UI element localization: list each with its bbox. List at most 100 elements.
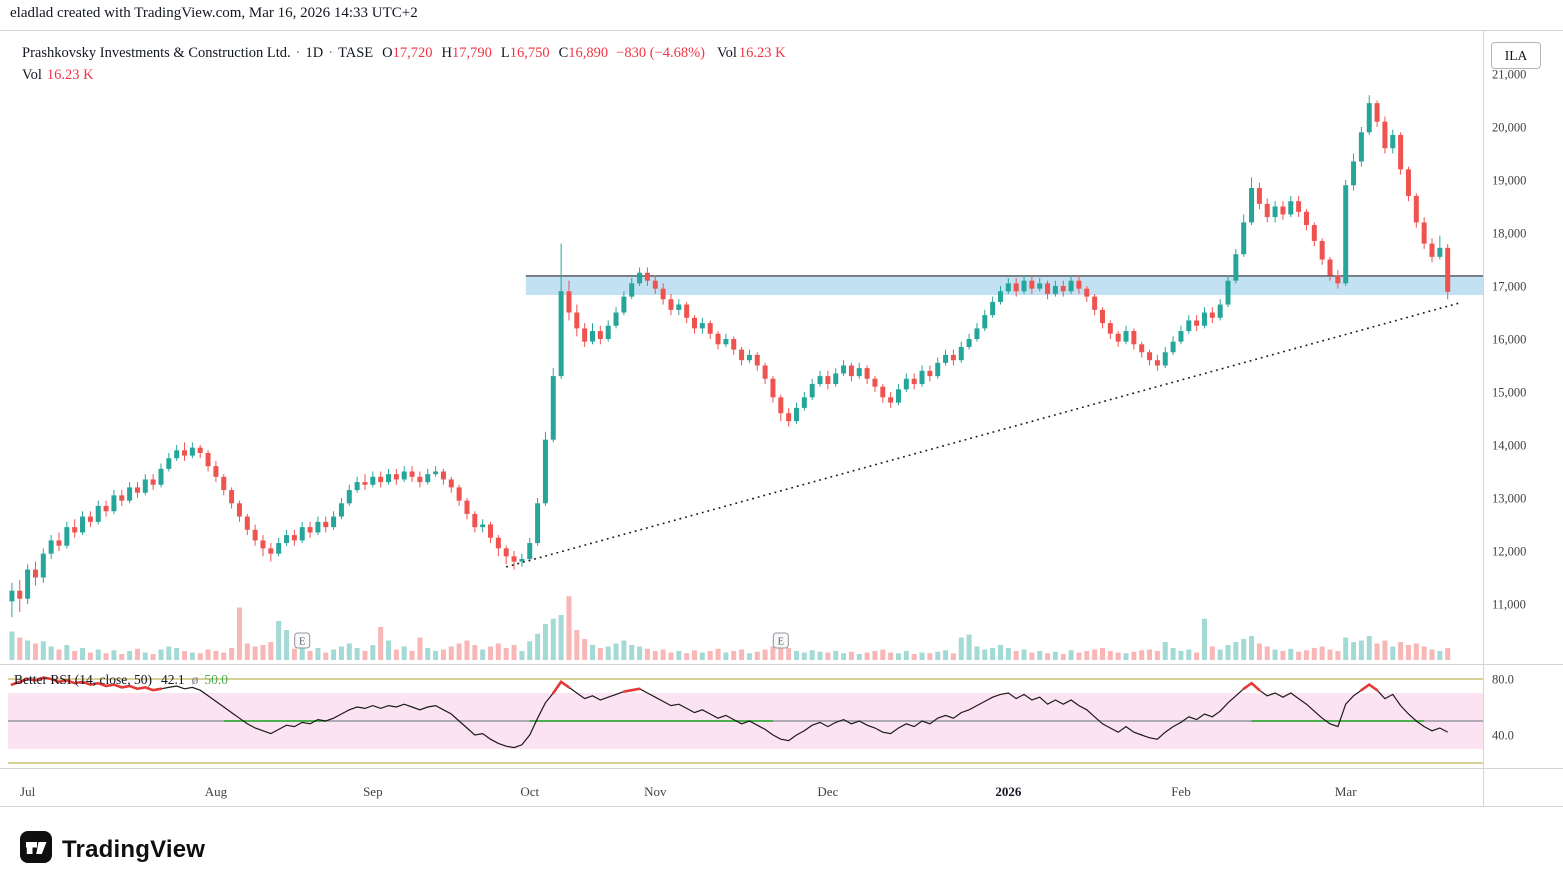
candle-body [864,368,870,379]
candle-body [1445,247,1451,292]
candle-body [935,362,941,377]
interval-label: 1D [305,45,324,61]
volume-bar [856,654,862,660]
volume-bar [550,618,556,660]
volume-bar [833,651,839,660]
volume-bar [1437,651,1443,660]
rsi-line-overbought [1360,683,1379,692]
price-axis-label: 15,000 [1492,386,1526,400]
volume-bar [786,648,792,660]
volume-bar [1398,642,1404,660]
volume-bar [990,648,996,660]
volume-bar [103,653,109,660]
volume-bar [213,651,219,660]
candle-body [990,301,996,316]
candle-body [370,476,376,485]
time-axis-label: 2026 [995,784,1022,799]
volume-bar [174,648,180,660]
candle-body [1021,280,1027,292]
rsi-axis-label: 80.0 [1492,673,1514,687]
tradingview-logo[interactable]: TradingView [20,831,205,868]
volume-bar [95,649,101,660]
candle-body [1201,312,1207,326]
candle-body [590,331,596,342]
volume-bar [307,651,313,660]
volume-bar [1280,651,1286,660]
candle-body [1005,283,1011,292]
volume-bar [723,652,729,660]
close-value: 16,890 [568,45,609,61]
volume-bar [1131,651,1137,660]
candle-body [1319,240,1325,260]
candle-body [252,529,258,541]
volume-bar [1099,648,1105,660]
volume-bar [72,651,78,660]
change-value: −830 (−4.68%) [616,45,705,61]
candle-body [1178,331,1184,342]
candle-body [393,474,399,480]
volume-bar [87,652,93,660]
candle-body [895,389,901,403]
volume-bar [1076,652,1082,660]
exchange-label: TASE [338,45,374,61]
candle-body [848,365,854,377]
price-axis-label: 21,000 [1492,68,1526,82]
candle-body [1194,320,1200,326]
candle-body [613,312,619,326]
volume-bar [393,649,399,660]
volume-bar [1272,649,1278,660]
volume-bar [864,652,870,660]
candle-body [817,376,823,385]
volume-bar [1178,651,1184,660]
volume-bar [1209,646,1215,660]
currency-unit-button[interactable]: ILA [1491,42,1541,69]
symbol-name: Prashkovsky Investments & Construction L… [22,45,291,61]
time-axis-label: Oct [520,784,539,799]
volume-bar [1233,642,1239,660]
volume-bar [456,643,462,660]
volume-bar [236,607,242,660]
volume-bar [472,645,478,660]
volume-bar [433,651,439,660]
volume-bar [464,640,470,660]
separator-dot: · [328,45,334,61]
price-axis-label: 11,000 [1492,598,1526,612]
volume-bar [1225,645,1231,660]
earnings-marker[interactable] [294,632,311,649]
candle-body [354,482,360,491]
time-axis-label: Feb [1171,784,1191,799]
volume-bar [676,651,682,660]
candle-body [1390,134,1396,149]
candle-body [17,590,23,599]
volume-bar [1327,649,1333,660]
volume-bar [440,649,446,660]
candle-body [205,452,211,467]
volume-bar [746,653,752,660]
candle-body [966,339,972,347]
candle-body [982,315,988,329]
open-value: 17,720 [392,45,433,61]
currency-unit-label: ILA [1504,47,1528,63]
candle-body [40,553,46,578]
candle-body [511,556,517,562]
volume-bar [1005,648,1011,660]
volume-bar [1256,643,1262,660]
candle-body [872,378,878,387]
volume-bar [291,648,297,660]
candle-body [699,323,705,329]
volume-indicator-legend: Vol 16.23 K [22,67,94,84]
volume-bar [111,650,117,660]
earnings-marker[interactable] [772,632,789,649]
candle-body [723,339,729,345]
time-axis-label: Nov [644,784,667,799]
volume-bar [1429,649,1435,660]
candle-body [919,370,925,385]
candle-body [32,569,38,578]
volume-indicator-value: 16.23 K [46,67,94,83]
volume-bar [974,646,980,660]
candle-body [1131,331,1137,345]
volume-bar [739,649,745,660]
volume-bar [182,651,188,660]
volume-bar [197,653,203,660]
